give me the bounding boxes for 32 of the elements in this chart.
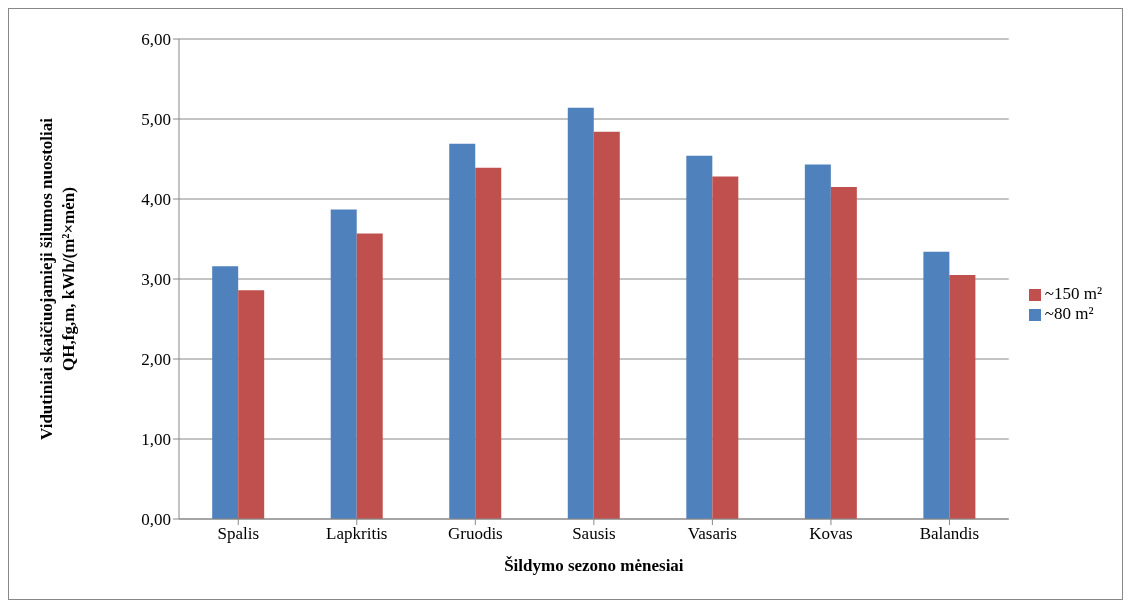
bar (567, 107, 594, 519)
bar (923, 251, 950, 519)
y-tick-label: 0,00 (141, 510, 171, 530)
y-tick-label: 3,00 (141, 270, 171, 290)
y-tick-label: 1,00 (141, 430, 171, 450)
y-tick-label: 2,00 (141, 350, 171, 370)
x-tick-label: Lapkritis (326, 524, 388, 544)
x-tick-label: Vasaris (687, 524, 737, 544)
bar (356, 233, 383, 519)
bar (686, 155, 713, 519)
bar (238, 290, 265, 519)
bar (449, 143, 476, 519)
legend-label: ~80 m² (1044, 304, 1094, 323)
bar (212, 266, 239, 519)
x-axis-title: Šildymo sezono mėnesiai (504, 556, 684, 575)
bar (475, 167, 502, 519)
y-tick-label: 5,00 (141, 110, 171, 130)
legend-label: ~150 m² (1044, 284, 1102, 303)
x-tick-label: Balandis (919, 524, 980, 544)
x-tick-label: Gruodis (447, 524, 503, 544)
y-tick-label: 6,00 (141, 30, 171, 50)
bar (330, 209, 357, 519)
y-axis-title: Vidutiniai skaičiuojamieji šilumos nuostoliai QH,fg,m, kWh/(m²×mėn) (37, 117, 78, 440)
bar (804, 164, 831, 519)
bar (712, 176, 739, 519)
x-tick-label: Spalis (217, 524, 260, 544)
bar (830, 187, 857, 519)
bar (949, 275, 976, 519)
y-tick-label: 4,00 (141, 190, 171, 210)
x-tick-label: Kovas (809, 524, 853, 544)
x-tick-label: Sausis (572, 524, 616, 544)
bar (593, 131, 620, 519)
